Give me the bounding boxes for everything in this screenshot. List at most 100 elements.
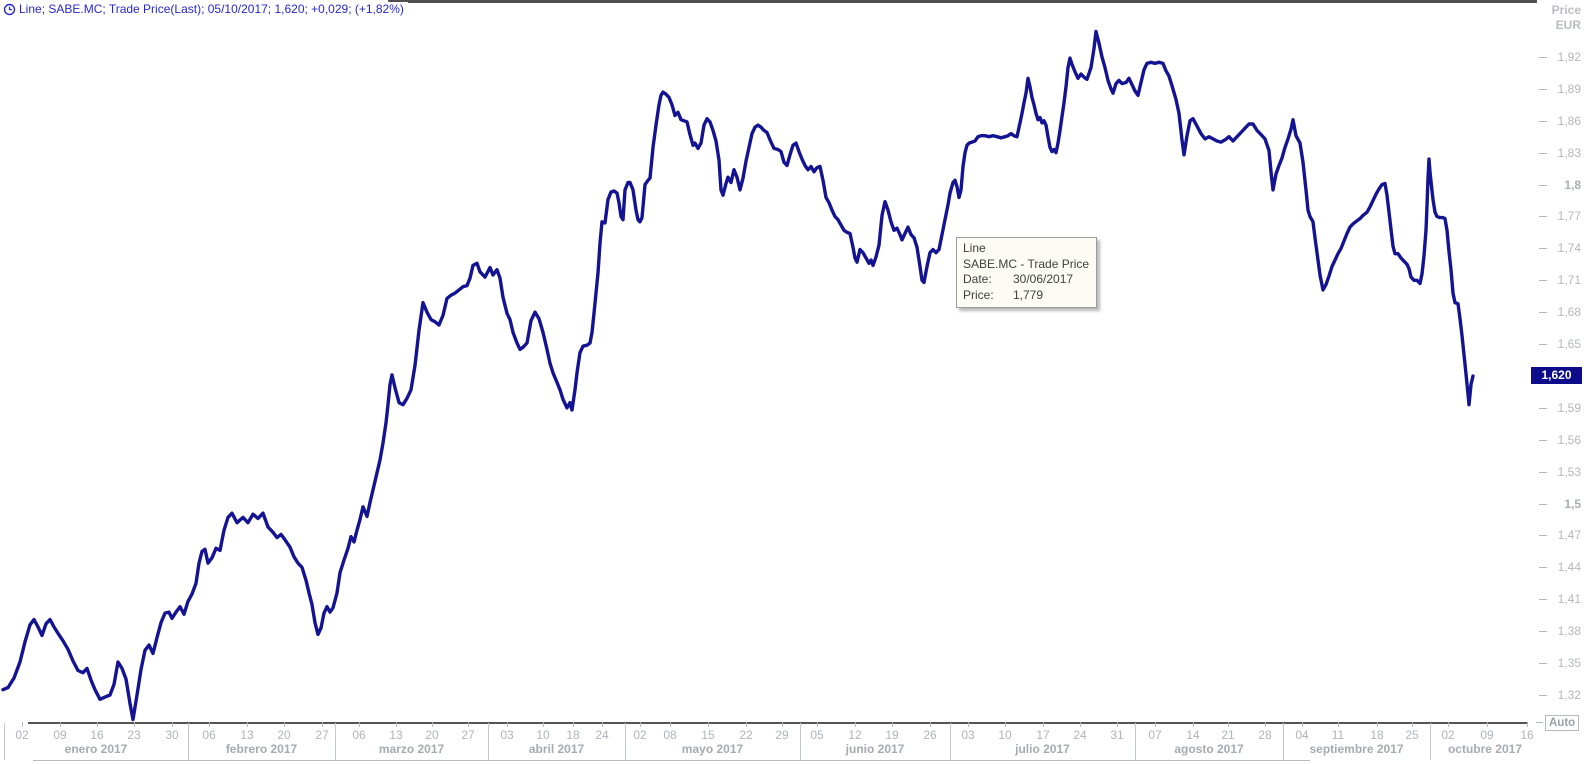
time-tick-mark bbox=[432, 722, 433, 727]
price-tick-dash bbox=[1539, 57, 1547, 58]
price-axis-header-line1: Price bbox=[1551, 3, 1581, 17]
month-label: mayo 2017 bbox=[681, 742, 744, 756]
time-range-scrollbar[interactable] bbox=[388, 0, 1537, 3]
time-tick-mark bbox=[247, 722, 248, 727]
time-tick-label: 30 bbox=[165, 728, 179, 742]
month-label: octubre 2017 bbox=[1447, 742, 1523, 756]
price-tick-dash bbox=[1539, 663, 1547, 664]
time-tick-mark bbox=[930, 722, 931, 727]
time-tick-mark bbox=[209, 722, 210, 727]
time-tick-label: 31 bbox=[1110, 728, 1124, 742]
time-tick-label: 29 bbox=[775, 728, 789, 742]
chart-legend[interactable]: Line; SABE.MC; Trade Price(Last); 05/10/… bbox=[3, 2, 408, 16]
time-tick-label: 03 bbox=[500, 728, 514, 742]
price-line-path[interactable] bbox=[1, 29, 1475, 722]
time-tick-mark bbox=[1193, 722, 1194, 727]
time-tick-label: 20 bbox=[425, 728, 439, 742]
price-tick-label: 1,35 bbox=[1557, 656, 1581, 670]
price-tick-label: 1,32 bbox=[1557, 688, 1581, 702]
price-tick-dash bbox=[1539, 631, 1547, 632]
time-tick-label: 27 bbox=[315, 728, 329, 742]
time-tick-mark bbox=[1338, 722, 1339, 727]
time-tick-label: 04 bbox=[1295, 728, 1309, 742]
time-tick-label: 16 bbox=[1520, 728, 1534, 742]
time-tick-mark bbox=[968, 722, 969, 727]
time-tick-mark bbox=[22, 722, 23, 727]
price-tick-dash bbox=[1539, 504, 1547, 505]
time-tick-label: 19 bbox=[885, 728, 899, 742]
time-tick-label: 18 bbox=[566, 728, 580, 742]
month-label: enero 2017 bbox=[64, 742, 128, 756]
price-tick-dash bbox=[1539, 216, 1547, 217]
price-tick-dash bbox=[1539, 248, 1547, 249]
time-tick-mark bbox=[855, 722, 856, 727]
time-tick-mark bbox=[1487, 722, 1488, 727]
last-price-badge: 1,620 bbox=[1531, 367, 1582, 384]
time-tick-label: 10 bbox=[998, 728, 1012, 742]
price-tick-label: 1,44 bbox=[1557, 560, 1581, 574]
price-tick-label: 1,74 bbox=[1557, 241, 1581, 255]
time-tick-label: 11 bbox=[1331, 728, 1345, 742]
price-tick-label: 1,71 bbox=[1557, 273, 1581, 287]
month-separator bbox=[4, 723, 5, 760]
time-axis-line bbox=[28, 722, 1528, 724]
month-label: abril 2017 bbox=[528, 742, 585, 756]
chart-tooltip: Line SABE.MC - Trade Price Date: 30/06/2… bbox=[956, 237, 1097, 308]
price-tick-dash bbox=[1539, 695, 1547, 696]
time-tick-label: 07 bbox=[1148, 728, 1162, 742]
price-tick-dash bbox=[1539, 280, 1547, 281]
time-tick-label: 24 bbox=[595, 728, 609, 742]
auto-tick-dash bbox=[1536, 722, 1543, 723]
time-tick-mark bbox=[782, 722, 783, 727]
price-tick-dash bbox=[1539, 121, 1547, 122]
price-axis-header-line2: EUR bbox=[1555, 18, 1581, 32]
time-tick-mark bbox=[573, 722, 574, 727]
price-tick-dash bbox=[1539, 472, 1547, 473]
auto-scale-button[interactable]: Auto bbox=[1545, 715, 1580, 731]
time-tick-mark bbox=[1527, 722, 1528, 727]
price-tick-label: 1,86 bbox=[1557, 114, 1581, 128]
price-tick-label: 1,41 bbox=[1557, 592, 1581, 606]
price-tick-dash bbox=[1539, 312, 1547, 313]
time-tick-label: 13 bbox=[240, 728, 254, 742]
price-tick-dash bbox=[1539, 344, 1547, 345]
time-tick-mark bbox=[1302, 722, 1303, 727]
price-tick-label: 1,68 bbox=[1557, 305, 1581, 319]
time-tick-mark bbox=[134, 722, 135, 727]
time-tick-mark bbox=[708, 722, 709, 727]
price-tick-dash bbox=[1539, 567, 1547, 568]
legend-text: Line; SABE.MC; Trade Price(Last); 05/10/… bbox=[19, 2, 404, 16]
price-tick-label: 1,38 bbox=[1557, 624, 1581, 638]
time-tick-mark bbox=[1117, 722, 1118, 727]
month-separator bbox=[800, 723, 801, 760]
time-tick-label: 08 bbox=[663, 728, 677, 742]
time-tick-mark bbox=[284, 722, 285, 727]
time-tick-mark bbox=[1043, 722, 1044, 727]
month-label: junio 2017 bbox=[845, 742, 905, 756]
time-tick-mark bbox=[60, 722, 61, 727]
price-axis-header: Price EUR bbox=[1480, 3, 1581, 33]
time-tick-label: 25 bbox=[1405, 728, 1419, 742]
month-separator bbox=[488, 723, 489, 760]
time-tick-label: 02 bbox=[633, 728, 647, 742]
time-tick-label: 06 bbox=[202, 728, 216, 742]
time-tick-label: 21 bbox=[1221, 728, 1235, 742]
time-tick-label: 16 bbox=[90, 728, 104, 742]
clock-interval-icon bbox=[3, 3, 16, 16]
time-tick-mark bbox=[1155, 722, 1156, 727]
time-tick-label: 02 bbox=[15, 728, 29, 742]
time-tick-label: 23 bbox=[127, 728, 141, 742]
time-tick-label: 26 bbox=[923, 728, 937, 742]
month-label: agosto 2017 bbox=[1174, 742, 1244, 756]
time-tick-mark bbox=[1080, 722, 1081, 727]
time-tick-mark bbox=[359, 722, 360, 727]
price-tick-label: 1,89 bbox=[1557, 82, 1581, 96]
time-tick-mark bbox=[1377, 722, 1378, 727]
price-tick-label: 1,65 bbox=[1557, 337, 1581, 351]
price-tick-label: 1,83 bbox=[1557, 146, 1581, 160]
time-tick-label: 28 bbox=[1258, 728, 1272, 742]
time-tick-mark bbox=[892, 722, 893, 727]
time-tick-label: 09 bbox=[53, 728, 67, 742]
tooltip-date-value: 30/06/2017 bbox=[1013, 272, 1074, 286]
